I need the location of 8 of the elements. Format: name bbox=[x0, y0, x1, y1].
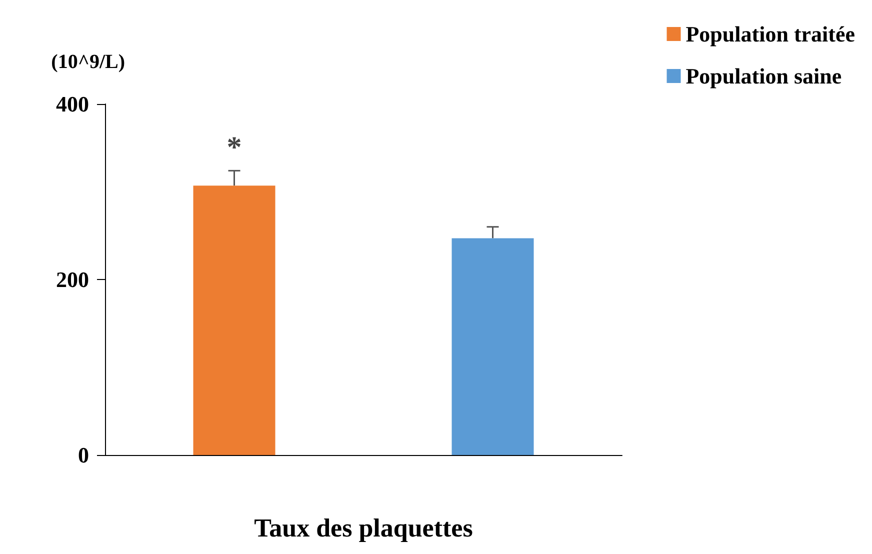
legend-label: Population saine bbox=[686, 64, 842, 88]
y-axis-title: (10^9/L) bbox=[51, 51, 125, 73]
legend-label: Population traitée bbox=[686, 22, 856, 46]
x-axis-title: Taux des plaquettes bbox=[254, 514, 473, 542]
y-tick-label: 0 bbox=[78, 442, 89, 468]
y-tick-label: 400 bbox=[56, 92, 89, 116]
y-tick-label: 200 bbox=[56, 267, 89, 292]
annotation: * bbox=[226, 131, 242, 164]
